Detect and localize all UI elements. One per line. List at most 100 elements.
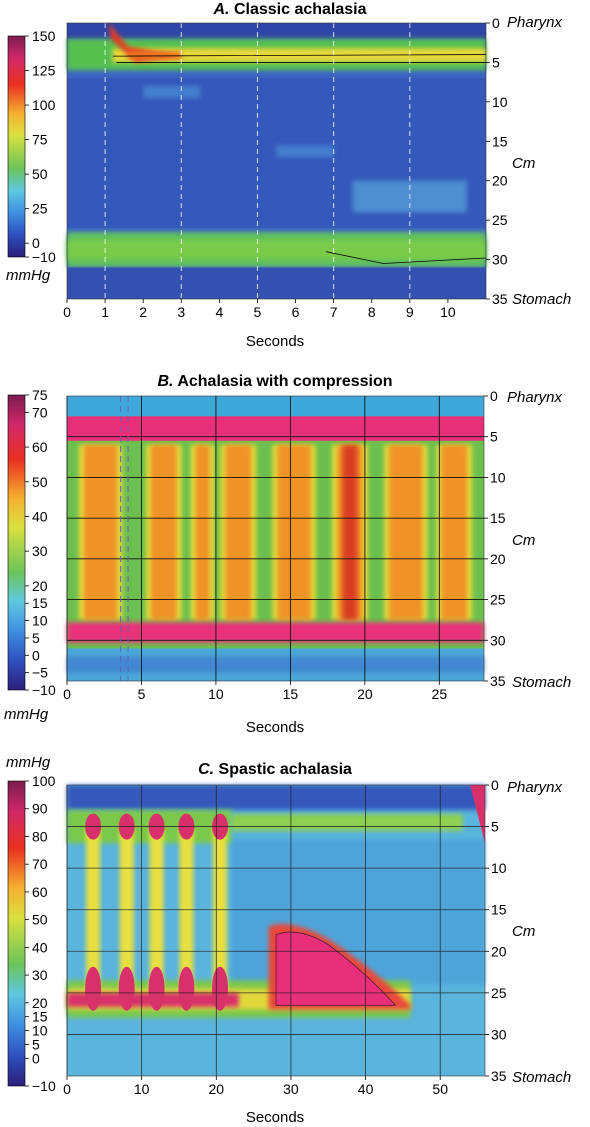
les-core — [67, 239, 486, 260]
colorbar-gradient — [7, 35, 26, 258]
panel-a-colorbar: 150 125 100 75 50 25 0−10 — [7, 28, 56, 265]
x-tick-label: 6 — [292, 304, 300, 320]
les-band — [67, 622, 484, 643]
colorbar-tick-label: 40 — [32, 508, 48, 524]
colorbar-tick-label: 50 — [32, 474, 48, 490]
colorbar-tick-label: 20 — [32, 578, 48, 594]
colorbar-gradient — [7, 394, 26, 691]
minor-pressure — [276, 145, 334, 158]
colorbar-tick-label: 40 — [32, 939, 48, 955]
pressurization-band — [389, 444, 423, 620]
colorbar-tick-label: 15 — [32, 1009, 48, 1025]
plot-frame — [66, 784, 486, 1077]
pressurization-band — [83, 444, 118, 620]
panel-a-title: A. Classic achalasia — [213, 1, 367, 18]
y-tick-label: 5 — [492, 54, 500, 70]
colorbar-tick-label: 75 — [32, 387, 48, 403]
y-tick-label: 15 — [492, 133, 508, 149]
top-band — [67, 785, 485, 810]
colorbar-tick-label: −10 — [32, 1078, 56, 1094]
x-tick-label: 10 — [440, 304, 456, 320]
panel-c-title: C. Spastic achalasia — [198, 761, 352, 778]
panel-a-pharynx-label: Pharynx — [507, 14, 563, 31]
stomach-core — [67, 656, 484, 673]
isobaric-contour — [325, 251, 487, 264]
panel-a-cm-label: Cm — [512, 155, 535, 172]
panel-a: A. Classic achalasia 1501251007550250−10… — [6, 1, 571, 350]
panel-b-y-ticks: 0 5 10 15 20 25 30 35 — [484, 388, 506, 689]
x-tick-label: 1 — [101, 304, 109, 320]
x-tick-label: 7 — [330, 304, 338, 320]
x-tick-label: 3 — [177, 304, 185, 320]
colorbar-tick-label: 80 — [32, 828, 48, 844]
plot-frame — [66, 395, 485, 682]
colorbar-tick-label: 0 — [32, 647, 40, 663]
y-tick-label: 20 — [492, 173, 508, 189]
isobaric-contour — [112, 54, 487, 63]
colorbar-tick-label: 60 — [32, 439, 48, 455]
x-tick-label: 4 — [215, 304, 223, 320]
colorbar-tick-label: 100 — [32, 97, 56, 113]
panel-c-heatmap — [66, 784, 486, 1077]
y-tick-label: 20 — [491, 943, 507, 959]
colorbar-tick-label: 90 — [32, 801, 48, 817]
y-tick-label: 0 — [491, 777, 499, 793]
y-tick-label: 10 — [492, 94, 508, 110]
x-tick-label: 50 — [432, 1081, 448, 1097]
colorbar-tick-label: 10 — [32, 1023, 48, 1039]
colorbar-tick-label: 150 — [32, 28, 56, 44]
y-tick-label: 5 — [491, 819, 499, 835]
swallow-peak — [470, 785, 485, 844]
y-tick-label: 0 — [492, 15, 500, 31]
colorbar-tick-label: 0 — [32, 1050, 40, 1066]
plot-frame — [66, 22, 487, 300]
pressurization-band — [277, 444, 311, 620]
y-tick-label: 0 — [490, 388, 498, 404]
colorbar-tick-label: 30 — [32, 543, 48, 559]
panel-a-stomach-label: Stomach — [512, 291, 571, 308]
ues-peak-tail — [127, 51, 182, 60]
top-band — [67, 23, 486, 39]
y-tick-label: 20 — [490, 551, 506, 567]
x-tick-label: 10 — [134, 1081, 150, 1097]
colorbar-tick-label: 0 — [32, 235, 40, 251]
pressurization-band — [150, 444, 177, 620]
panel-c: mmHg C. Spastic achalasia 10090807060504… — [6, 754, 571, 1126]
colorbar-tick-label: 30 — [32, 967, 48, 983]
colorbar-tick-label: −5 — [32, 665, 48, 681]
ues-peak — [108, 23, 182, 63]
colorbar-tick-label: 70 — [32, 404, 48, 420]
les-pressure — [67, 992, 239, 1007]
panel-c-x-ticks: 0 10 20 30 40 50 — [63, 1076, 448, 1097]
x-tick-label: 2 — [139, 304, 147, 320]
panel-a-colorbar-unit: mmHg — [6, 267, 51, 284]
y-tick-label: 30 — [490, 632, 506, 648]
colorbar-tick-label: 70 — [32, 856, 48, 872]
colorbar-tick-label: 10 — [32, 613, 48, 629]
x-tick-label: 5 — [254, 304, 262, 320]
panel-a-x-ticks: 0 1 2 3 4 5 6 7 8 9 10 — [63, 299, 456, 320]
colorbar-tick-label: −10 — [32, 682, 56, 698]
panel-c-cm-label: Cm — [512, 923, 535, 940]
top-band — [67, 396, 484, 417]
y-tick-label: 15 — [490, 510, 506, 526]
x-tick-label: 0 — [63, 1081, 71, 1097]
x-tick-label: 0 — [63, 686, 71, 702]
y-tick-label: 10 — [491, 860, 507, 876]
panel-a-x-label: Seconds — [246, 333, 304, 350]
x-tick-label: 25 — [432, 686, 448, 702]
panel-b: B. Achalasia with compression 7570605040… — [4, 373, 571, 736]
x-tick-label: 5 — [138, 686, 146, 702]
panel-c-x-label: Seconds — [246, 1109, 304, 1126]
panel-b-x-label: Seconds — [246, 719, 304, 736]
x-tick-label: 40 — [358, 1081, 374, 1097]
y-tick-label: 35 — [491, 1068, 507, 1084]
panel-c-pharynx-label: Pharynx — [507, 779, 563, 796]
colorbar-tick-label: 5 — [32, 1036, 40, 1052]
colorbar-tick-label: 75 — [32, 132, 48, 148]
y-tick-label: 15 — [491, 902, 507, 918]
colorbar-tick-label: 5 — [32, 630, 40, 646]
colorbar-tick-label: 25 — [32, 201, 48, 217]
